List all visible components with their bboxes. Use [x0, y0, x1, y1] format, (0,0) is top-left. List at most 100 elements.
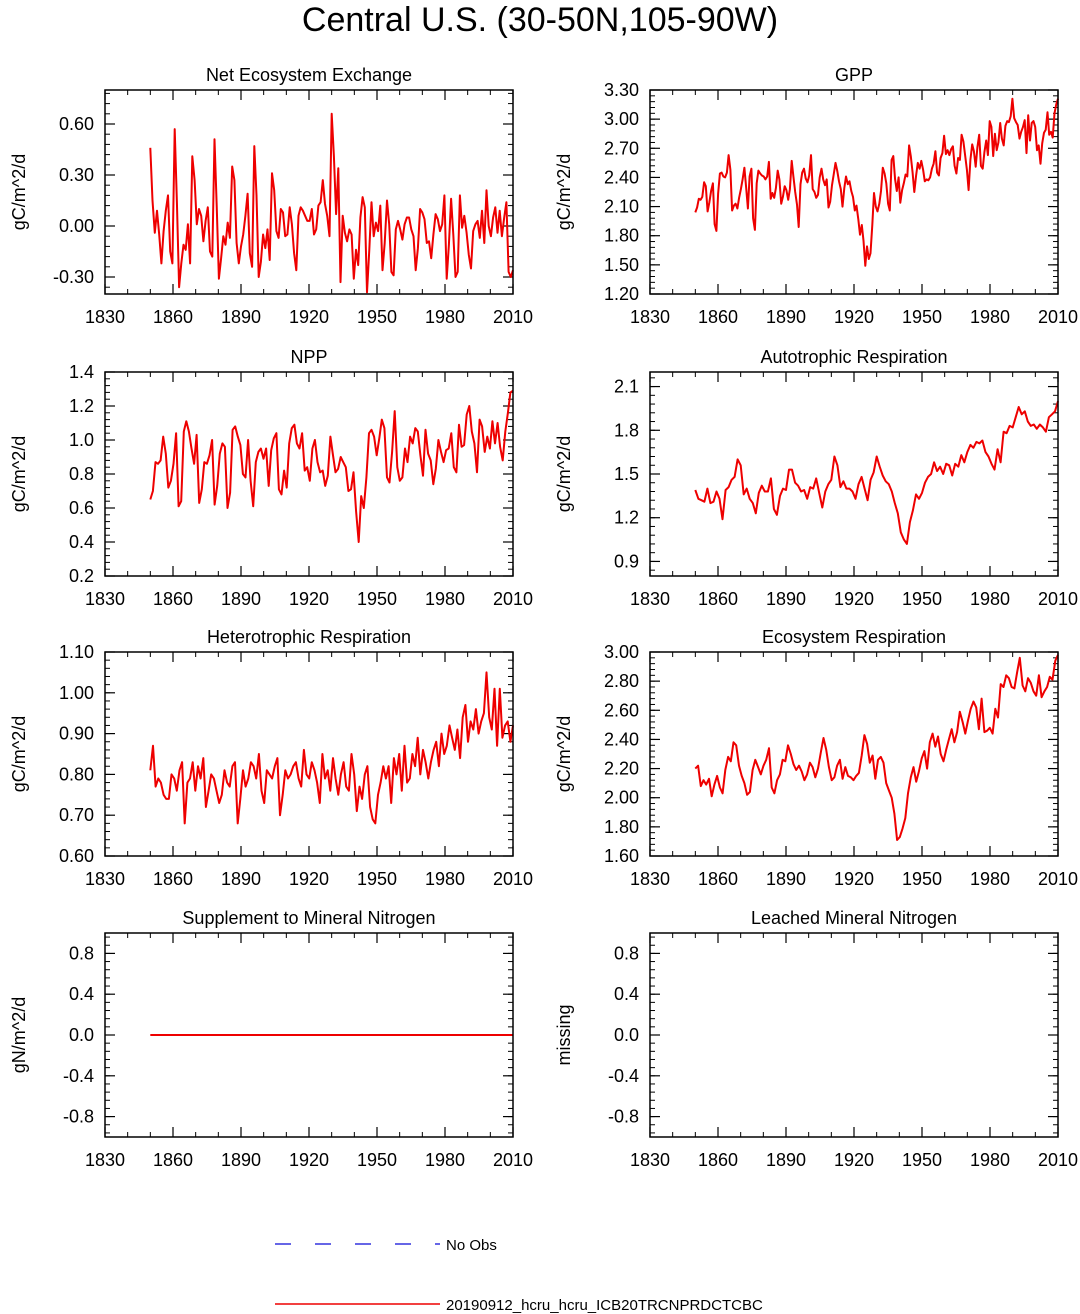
chart-panel-3: NPP gC/m^2/d 1830 1860 1890 1920 1950 1980 2010 0… — [9, 347, 533, 609]
y-tick-label: 0.70 — [59, 805, 94, 825]
y-tick-label: 2.10 — [604, 197, 639, 217]
x-tick-label: 1980 — [970, 869, 1010, 889]
x-tick-label: 1860 — [153, 869, 193, 889]
y-tick-label: 3.00 — [604, 642, 639, 662]
x-tick-label: 1920 — [834, 589, 874, 609]
plot-frame — [104, 651, 514, 857]
x-tick-label: 1890 — [766, 307, 806, 327]
plot-frame — [104, 932, 514, 1138]
y-tick-label: 2.1 — [614, 377, 639, 397]
x-tick-label: 1950 — [902, 307, 942, 327]
x-tick-label: 1950 — [902, 589, 942, 609]
x-tick-label: 1920 — [289, 589, 329, 609]
x-tick-label: 1860 — [153, 1150, 193, 1170]
y-tick-label: 1.8 — [614, 420, 639, 440]
y-tick-label: 1.10 — [59, 642, 94, 662]
x-tick-label: 2010 — [1038, 589, 1078, 609]
y-axis-label: gC/m^2/d — [554, 436, 574, 512]
x-tick-label: 1890 — [766, 1150, 806, 1170]
x-tick-label: 1980 — [425, 307, 465, 327]
x-tick-label: 1890 — [221, 869, 261, 889]
x-tick-label: 1950 — [357, 869, 397, 889]
y-tick-label: -0.4 — [608, 1066, 639, 1086]
y-axis-label: gC/m^2/d — [9, 154, 29, 230]
data-series-line — [694, 654, 1059, 841]
y-tick-label: 2.00 — [604, 788, 639, 808]
y-tick-label: 3.30 — [604, 80, 639, 100]
legend: No Obs 20190912_hcru_hcru_ICB20TRCNPRDCT… — [275, 1237, 763, 1314]
chart-panel-1: Net Ecosystem Exchange gC/m^2/d 1830 1860 18… — [9, 65, 533, 327]
chart-panel-6: Ecosystem Respiration gC/m^2/d 1830 1860 189… — [554, 627, 1078, 889]
y-tick-label: 1.00 — [59, 683, 94, 703]
y-axis-label: gC/m^2/d — [554, 716, 574, 792]
x-tick-label: 1830 — [630, 307, 670, 327]
x-tick-label: 1860 — [698, 589, 738, 609]
y-axis-label: missing — [554, 1004, 574, 1065]
x-tick-label: 1920 — [289, 307, 329, 327]
x-tick-label: 1980 — [970, 307, 1010, 327]
y-tick-label: 3.00 — [604, 109, 639, 129]
chart-panel-7: Supplement to Mineral Nitrogen gN/m^2/d 18… — [9, 908, 533, 1170]
x-tick-label: 1980 — [425, 869, 465, 889]
panels: Net Ecosystem Exchange gC/m^2/d 1830 1860 18… — [9, 65, 1078, 1170]
chart-title: Ecosystem Respiration — [762, 627, 946, 647]
chart-panel-4: Autotrophic Respiration gC/m^2/d 1830 1860 1… — [554, 347, 1078, 609]
y-tick-label: 2.20 — [604, 759, 639, 779]
x-tick-label: 1920 — [834, 869, 874, 889]
y-tick-label: 0.0 — [614, 1025, 639, 1045]
y-axis-label: gC/m^2/d — [9, 436, 29, 512]
y-tick-label: 1.2 — [614, 508, 639, 528]
x-tick-label: 1860 — [698, 869, 738, 889]
y-tick-label: 0.8 — [69, 464, 94, 484]
plot-frame — [649, 371, 1059, 577]
x-tick-label: 1830 — [85, 1150, 125, 1170]
x-tick-label: 1950 — [357, 1150, 397, 1170]
x-tick-label: 1890 — [766, 869, 806, 889]
x-tick-label: 1860 — [153, 589, 193, 609]
y-tick-label: 1.20 — [604, 284, 639, 304]
y-tick-label: 1.2 — [69, 396, 94, 416]
x-tick-label: 1920 — [834, 1150, 874, 1170]
chart-title: Supplement to Mineral Nitrogen — [182, 908, 435, 928]
y-tick-label: 0.00 — [59, 216, 94, 236]
x-tick-label: 1980 — [425, 589, 465, 609]
x-tick-label: 1980 — [970, 589, 1010, 609]
plot-frame — [649, 932, 1059, 1138]
y-tick-label: 1.50 — [604, 255, 639, 275]
y-tick-label: 0.8 — [69, 943, 94, 963]
y-tick-label: 0.80 — [59, 764, 94, 784]
x-tick-label: 2010 — [1038, 869, 1078, 889]
chart-title: Heterotrophic Respiration — [207, 627, 411, 647]
x-tick-label: 1950 — [902, 869, 942, 889]
y-axis-label: gC/m^2/d — [9, 716, 29, 792]
x-tick-label: 1920 — [289, 869, 329, 889]
x-tick-label: 2010 — [493, 1150, 533, 1170]
plot-frame — [104, 371, 514, 577]
x-tick-label: 2010 — [1038, 307, 1078, 327]
data-series-line — [694, 97, 1059, 267]
x-tick-label: 1890 — [221, 1150, 261, 1170]
x-tick-label: 1830 — [630, 869, 670, 889]
x-tick-label: 1830 — [85, 589, 125, 609]
y-tick-label: 0.4 — [69, 984, 94, 1004]
y-tick-label: 1.5 — [614, 464, 639, 484]
chart-title: Net Ecosystem Exchange — [206, 65, 412, 85]
y-tick-label: 2.60 — [604, 700, 639, 720]
x-tick-label: 1890 — [221, 589, 261, 609]
y-tick-label: -0.30 — [53, 267, 94, 287]
x-tick-label: 1830 — [630, 589, 670, 609]
y-tick-label: 1.4 — [69, 362, 94, 382]
y-tick-label: 0.6 — [69, 498, 94, 518]
x-tick-label: 2010 — [493, 869, 533, 889]
y-tick-label: 2.40 — [604, 167, 639, 187]
y-axis-label: gC/m^2/d — [554, 154, 574, 230]
legend-model-label: 20190912_hcru_hcru_ICB20TRCNPRDCTCBC — [446, 1297, 763, 1314]
y-tick-label: -0.4 — [63, 1066, 94, 1086]
y-tick-label: 0.9 — [614, 551, 639, 571]
y-tick-label: 0.30 — [59, 165, 94, 185]
chart-title: Autotrophic Respiration — [760, 347, 947, 367]
y-tick-label: 0.90 — [59, 724, 94, 744]
y-tick-label: 0.60 — [59, 846, 94, 866]
y-tick-label: 0.8 — [614, 943, 639, 963]
